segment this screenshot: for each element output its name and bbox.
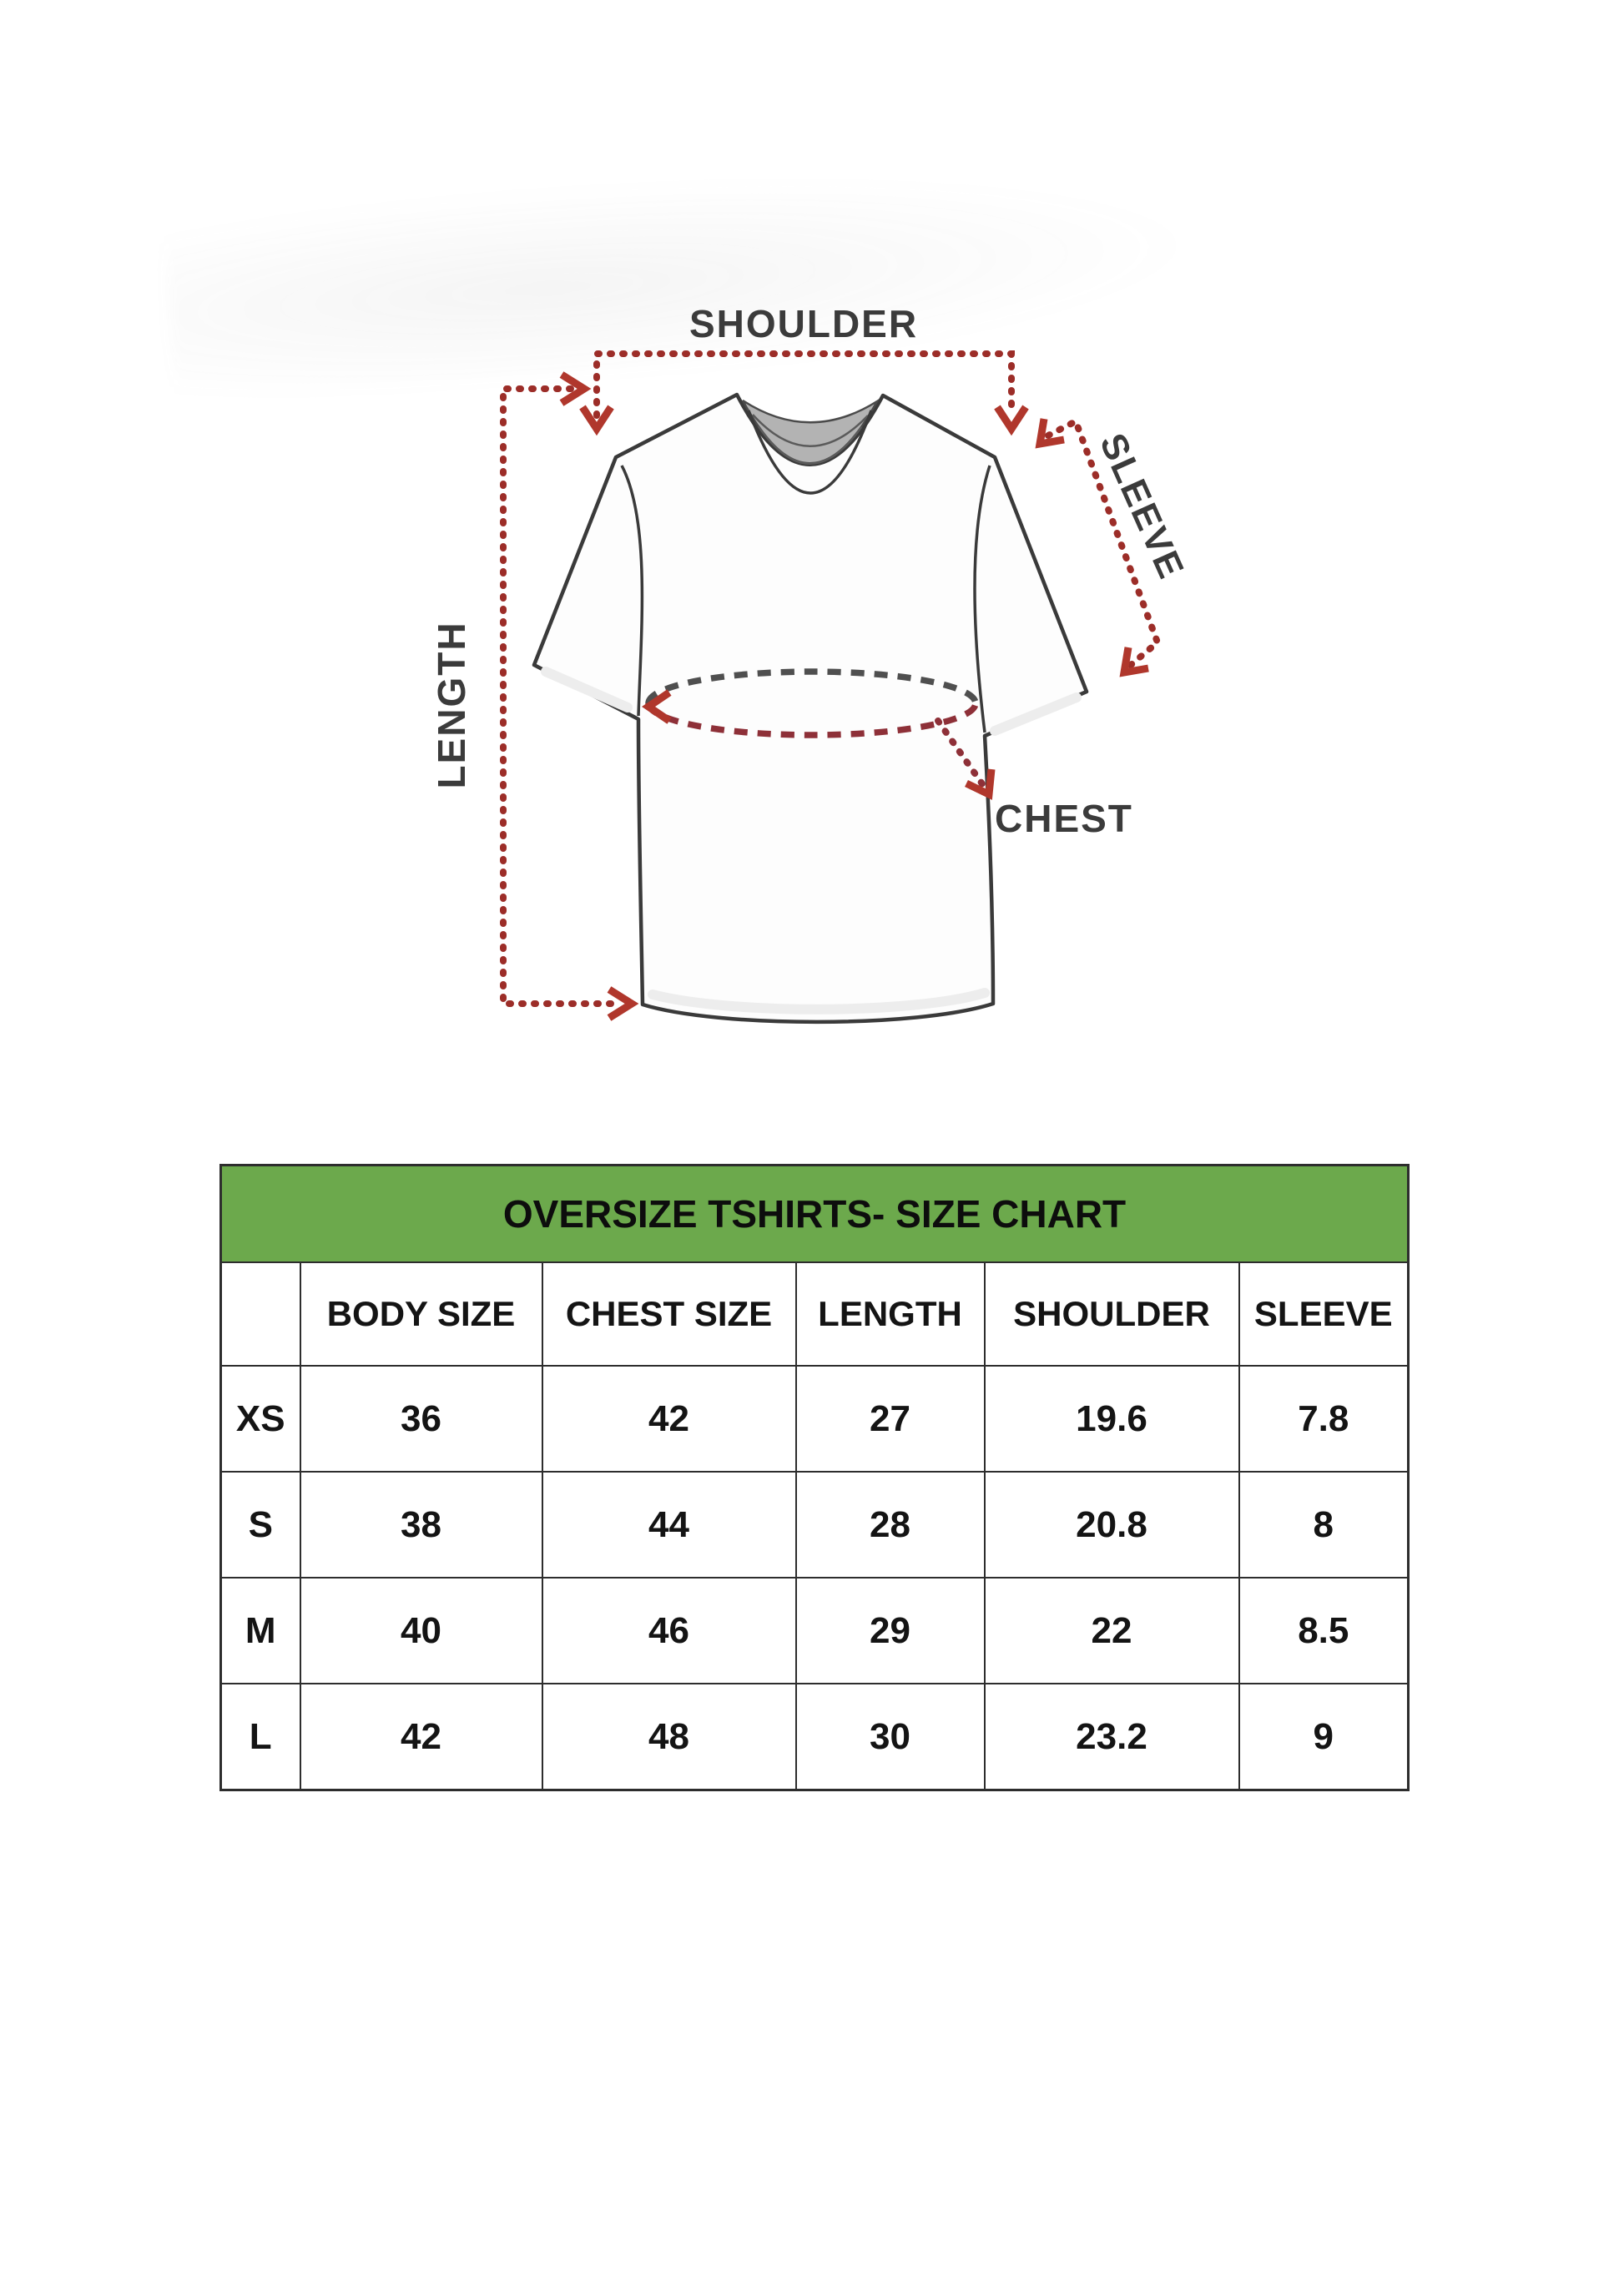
shoulder-label: SHOULDER [689, 302, 918, 345]
chest-size-value: 44 [541, 1471, 797, 1578]
size-label: XS [219, 1365, 301, 1473]
chest-label: CHEST [995, 797, 1133, 840]
length-value: 28 [794, 1471, 986, 1578]
size-chart-title: OVERSIZE TSHIRTS- SIZE CHART [219, 1164, 1410, 1263]
sleeve-measure-line [1045, 416, 1162, 668]
table-row-m: M 40 46 29 22 8.5 [219, 1577, 1410, 1684]
size-label: S [219, 1471, 301, 1578]
table-row-l: L 42 48 30 23.2 9 [219, 1683, 1410, 1791]
length-top-arrow-icon [559, 371, 592, 406]
left-sleeve-hem-shading [541, 667, 633, 712]
sleeve-value: 8 [1238, 1471, 1410, 1578]
body-size-value: 40 [299, 1577, 543, 1684]
column-header-chest-size: CHEST SIZE [541, 1261, 797, 1367]
shoulder-left-arrow-icon [579, 405, 614, 436]
length-value: 29 [794, 1577, 986, 1684]
size-label: M [219, 1577, 301, 1684]
size-chart-header-row: BODY SIZE CHEST SIZE LENGTH SHOULDER SLE… [219, 1261, 1410, 1367]
tshirt-drawing [532, 392, 1089, 1025]
table-row-s: S 38 44 28 20.8 8 [219, 1471, 1410, 1578]
length-bottom-arrow-icon [607, 986, 639, 1021]
shoulder-measure-line [593, 350, 1015, 419]
column-header-sleeve: SLEEVE [1238, 1261, 1410, 1367]
sleeve-top-arrow-icon [1035, 418, 1065, 449]
length-label: LENGTH [430, 621, 473, 788]
column-header-length: LENGTH [794, 1261, 986, 1367]
sleeve-value: 8.5 [1238, 1577, 1410, 1684]
sleeve-label: SLEEVE [1092, 427, 1192, 586]
collar-fold-line-1 [752, 414, 869, 447]
sleeve-value: 9 [1238, 1683, 1410, 1791]
collar-fold-line-2 [757, 425, 863, 465]
column-header-body-size: BODY SIZE [299, 1261, 543, 1367]
left-armhole-seam [620, 465, 644, 717]
length-value: 30 [794, 1683, 986, 1791]
shoulder-right-arrow-icon [994, 405, 1029, 436]
sleeve-bottom-arrow-icon [1119, 647, 1149, 677]
chest-pointer-arrow-icon [965, 768, 996, 800]
hem-shading [648, 988, 990, 1015]
table-row-xs: XS 36 42 27 19.6 7.8 [219, 1365, 1410, 1473]
right-armhole-seam [973, 465, 991, 733]
right-sleeve-hem-shading [990, 692, 1082, 736]
size-label: L [219, 1683, 301, 1791]
tshirt-body-outline [532, 392, 1089, 1025]
shoulder-value: 22 [983, 1577, 1240, 1684]
body-size-value: 36 [299, 1365, 543, 1473]
chest-size-value: 48 [541, 1683, 797, 1791]
measurement-annotations [500, 350, 1162, 1021]
column-header-empty [219, 1261, 301, 1367]
tshirt-measurement-diagram: SHOULDER LENGTH SLEEVE CHEST [430, 302, 1192, 1025]
sleeve-value: 7.8 [1238, 1365, 1410, 1473]
length-measure-line [500, 385, 622, 1007]
chest-ellipse-back [645, 668, 979, 704]
column-header-shoulder: SHOULDER [983, 1261, 1240, 1367]
chest-size-value: 42 [541, 1365, 797, 1473]
chest-ellipse-left-arrow-icon [641, 689, 672, 724]
size-chart-title-row: OVERSIZE TSHIRTS- SIZE CHART [219, 1164, 1410, 1263]
shoulder-value: 20.8 [983, 1471, 1240, 1578]
shoulder-value: 19.6 [983, 1365, 1240, 1473]
body-size-value: 38 [299, 1471, 543, 1578]
shoulder-value: 23.2 [983, 1683, 1240, 1791]
chest-pointer-line [935, 718, 988, 791]
chest-size-value: 46 [541, 1577, 797, 1684]
collar-band-seam [747, 410, 873, 495]
size-chart-table: OVERSIZE TSHIRTS- SIZE CHART BODY SIZE C… [219, 1164, 1410, 1791]
body-size-value: 42 [299, 1683, 543, 1791]
length-value: 27 [794, 1365, 986, 1473]
